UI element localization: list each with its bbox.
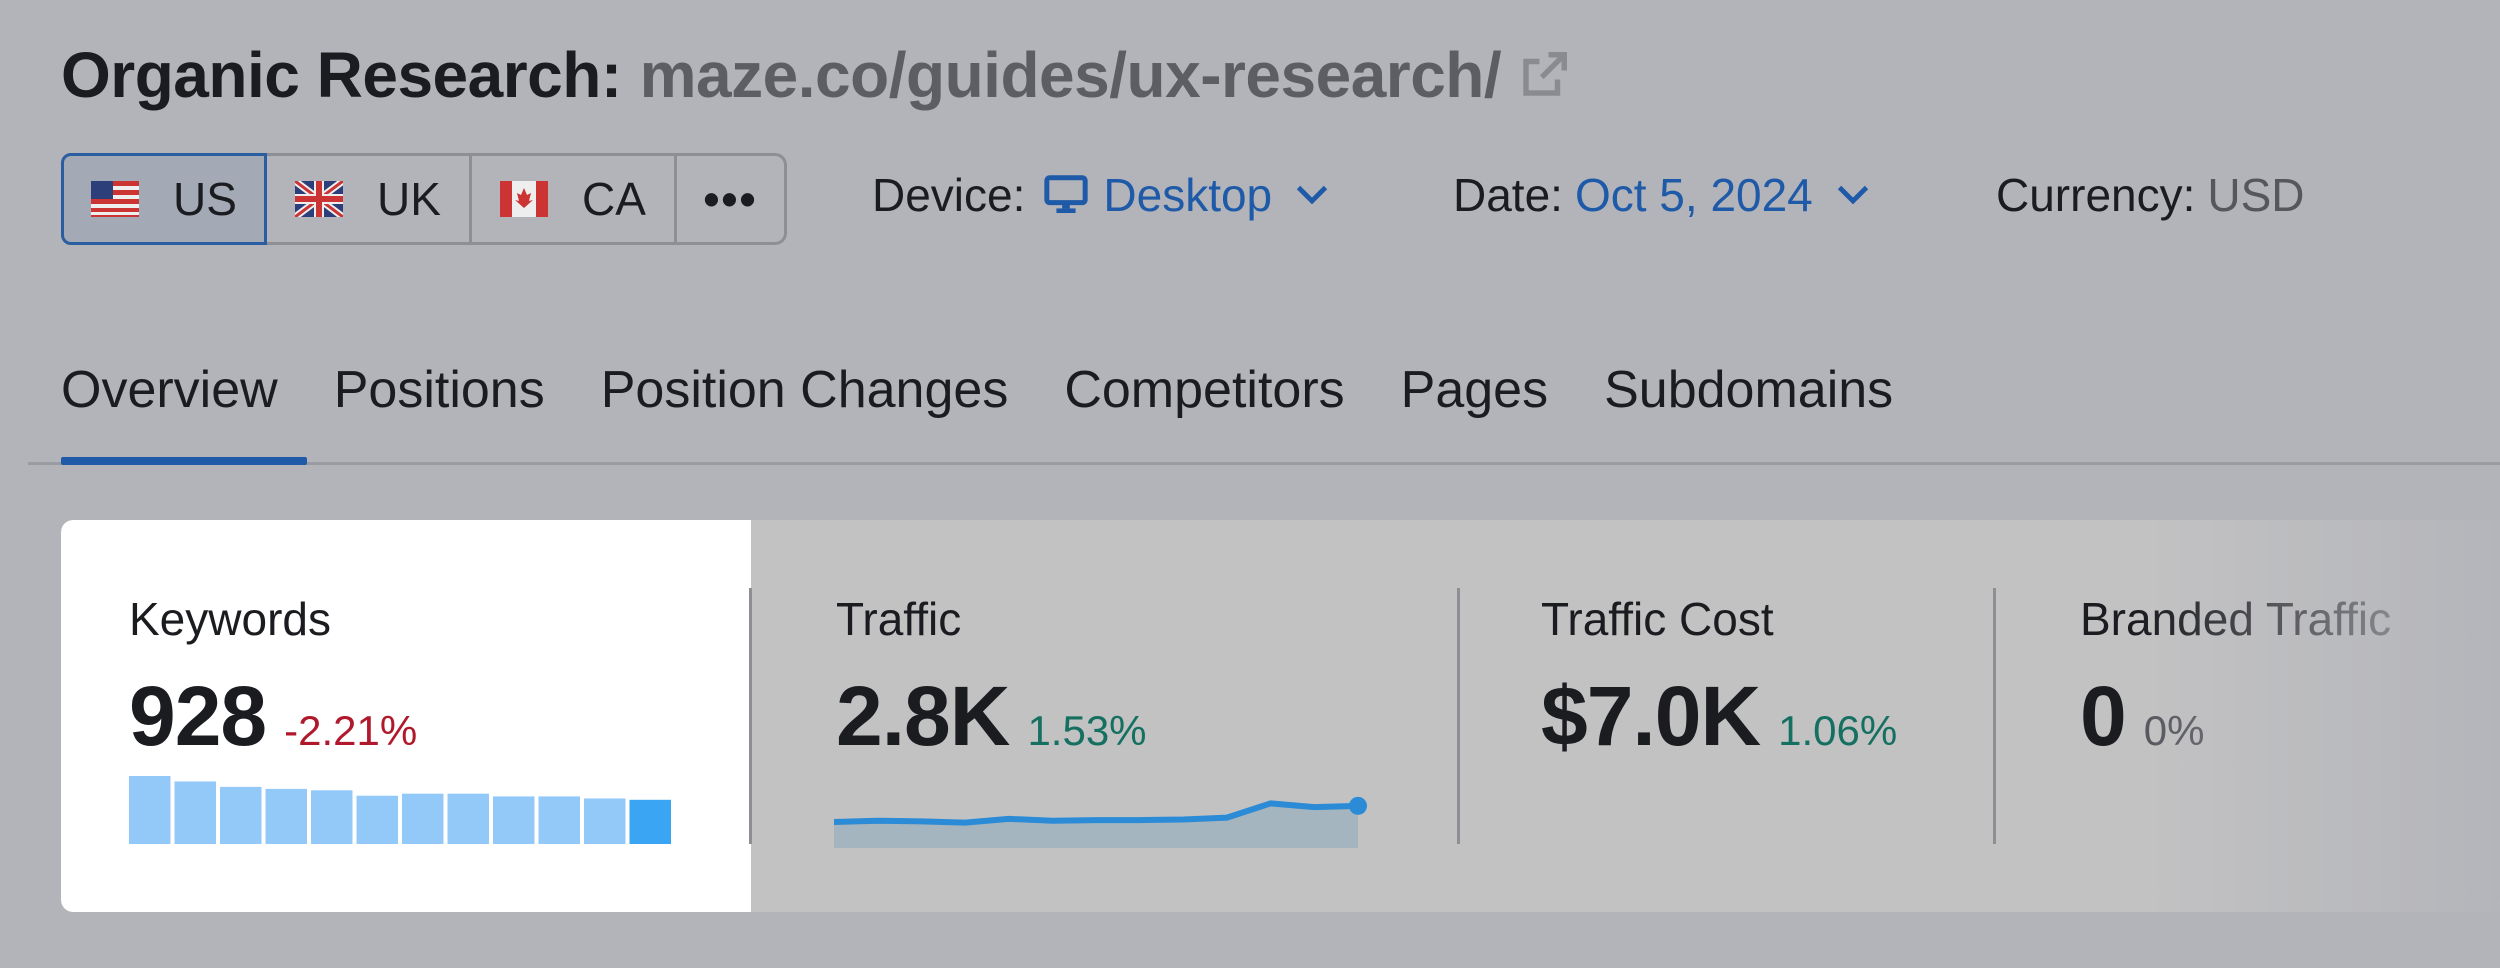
traffic-cost-label: Traffic Cost <box>1541 593 1774 645</box>
branded-traffic-value: 0 <box>2080 669 2127 763</box>
tab-subdomains[interactable]: Subdomains <box>1604 361 1894 419</box>
metrics-panel: Keywords 928 -2.21% Traffic 2.8K 1.53% T… <box>61 520 2500 912</box>
ca-flag-icon <box>500 181 549 217</box>
keywords-trend-bar <box>538 796 580 844</box>
keywords-trend-bar <box>402 793 444 844</box>
database-ca-label: CA <box>582 173 646 225</box>
keywords-value: 928 <box>129 669 267 763</box>
keywords-trend-bar <box>174 781 216 844</box>
traffic-cost-value: $7.0K <box>1541 669 1761 763</box>
database-us-label: US <box>173 173 237 225</box>
traffic-sparkline-line <box>834 800 1359 826</box>
currency-label: Currency: <box>1996 169 2196 221</box>
us-flag-icon <box>91 181 140 217</box>
keywords-change: -2.21% <box>284 707 418 754</box>
traffic-cost-metric[interactable]: Traffic Cost $7.0K 1.06% <box>1541 592 1897 765</box>
metric-divider <box>749 588 752 844</box>
keywords-trend-bar <box>356 795 398 844</box>
chevron-down-icon <box>1296 185 1328 205</box>
keywords-trend-bar <box>629 799 671 844</box>
device-value: Desktop <box>1103 169 1273 221</box>
tab-overview[interactable]: Overview <box>61 361 278 419</box>
device-filter[interactable]: Device: Desktop <box>872 168 1330 222</box>
traffic-metric[interactable]: Traffic 2.8K 1.53% <box>836 592 1147 765</box>
traffic-change: 1.53% <box>1027 707 1147 754</box>
traffic-value: 2.8K <box>836 669 1010 763</box>
keywords-trend-bar <box>265 788 307 844</box>
keywords-trend-bars <box>129 776 671 844</box>
overflow-fade <box>2140 520 2500 912</box>
keywords-trend-bar <box>311 790 353 844</box>
keywords-trend-bar <box>220 786 262 844</box>
tab-pages[interactable]: Pages <box>1400 361 1549 419</box>
database-us-button[interactable]: US <box>61 153 267 245</box>
tab-positions[interactable]: Positions <box>333 361 545 419</box>
keywords-label: Keywords <box>129 593 331 645</box>
database-selector: US UK CA ••• <box>61 153 787 245</box>
traffic-cost-change: 1.06% <box>1778 707 1898 754</box>
keywords-trend-bar <box>129 776 171 844</box>
metric-divider <box>1993 588 1996 844</box>
report-tabs: Overview Positions Position Changes Comp… <box>61 360 1949 420</box>
database-ca-button[interactable]: CA <box>472 156 677 242</box>
keywords-trend-bar <box>493 796 535 844</box>
active-tab-indicator <box>61 457 307 465</box>
date-label: Date: <box>1453 169 1563 221</box>
currency-value: USD <box>2207 169 2305 221</box>
database-uk-button[interactable]: UK <box>267 156 472 242</box>
tab-competitors[interactable]: Competitors <box>1064 361 1345 419</box>
more-databases-button[interactable]: ••• <box>703 173 758 225</box>
tabs-divider <box>28 462 2500 465</box>
page-title: Organic Research: maze.co/guides/ux-rese… <box>61 38 1571 112</box>
uk-flag-icon <box>295 181 344 217</box>
external-link-icon[interactable] <box>1517 48 1571 102</box>
device-label: Device: <box>872 169 1026 221</box>
traffic-sparkline-area <box>834 803 1358 848</box>
desktop-monitor-icon <box>1044 175 1089 214</box>
metric-divider <box>1457 588 1460 844</box>
keywords-card[interactable] <box>61 520 751 912</box>
keywords-trend-bar <box>447 793 489 844</box>
currency-indicator: Currency: USD <box>1996 168 2305 222</box>
date-value: Oct 5, 2024 <box>1574 169 1813 221</box>
title-label: Organic Research: <box>61 39 622 111</box>
database-uk-label: UK <box>377 173 441 225</box>
analyzed-domain: maze.co/guides/ux-research/ <box>639 39 1502 111</box>
date-filter[interactable]: Date: Oct 5, 2024 <box>1453 168 1871 222</box>
traffic-label: Traffic <box>836 593 962 645</box>
keywords-metric: Keywords 928 -2.21% <box>129 592 417 765</box>
traffic-trend-sparkline <box>834 796 1367 848</box>
chevron-down-icon <box>1837 185 1868 205</box>
traffic-sparkline-endpoint <box>1349 796 1367 815</box>
tab-position-changes[interactable]: Position Changes <box>600 361 1009 419</box>
keywords-trend-bar <box>584 798 626 844</box>
